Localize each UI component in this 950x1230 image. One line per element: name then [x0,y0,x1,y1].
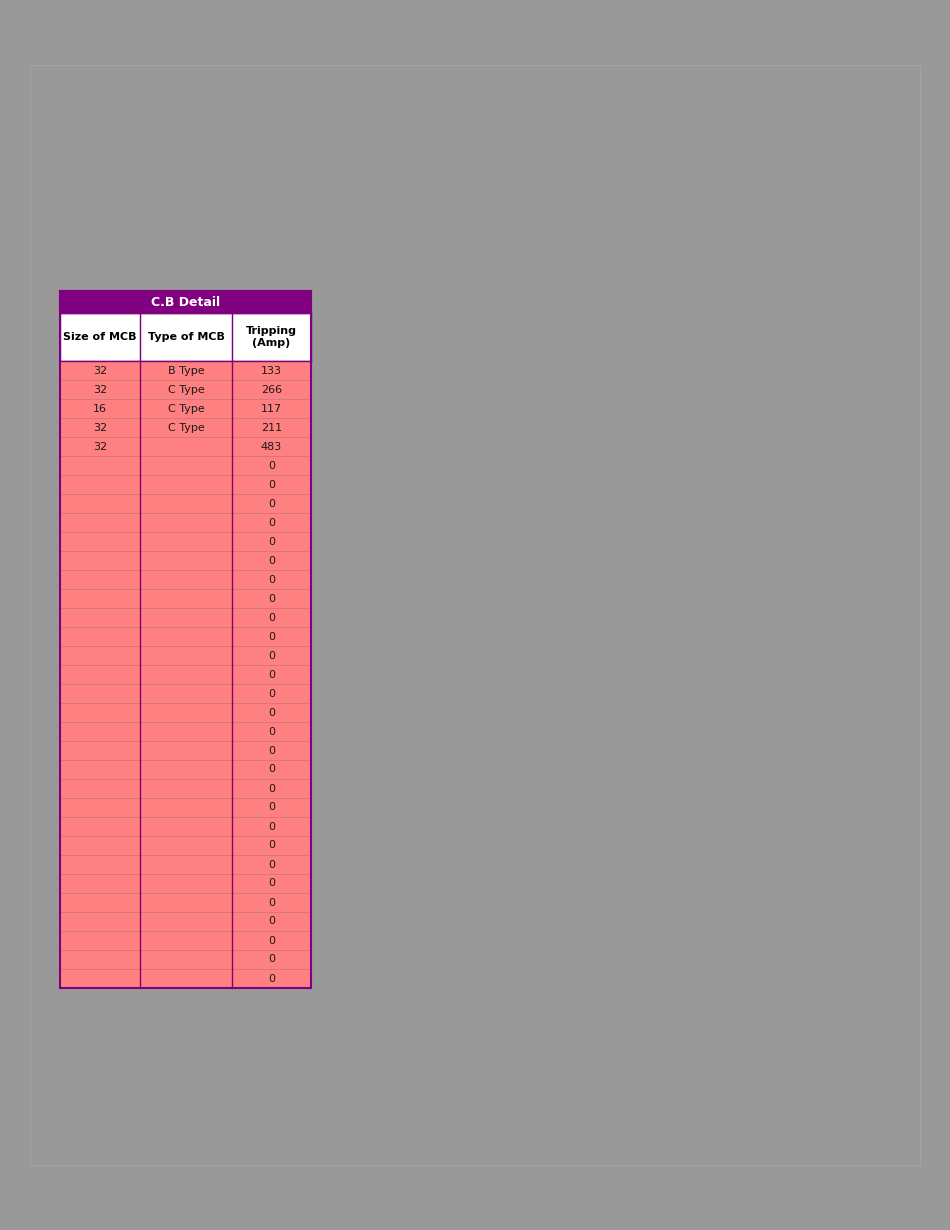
Bar [60,494,311,513]
Bar [60,589,311,608]
Text: 0: 0 [268,669,275,679]
Bar [60,836,311,855]
Text: 0: 0 [268,574,275,584]
Text: 483: 483 [261,442,282,451]
Text: 133: 133 [261,365,282,375]
Text: C Type: C Type [167,385,204,395]
Text: 0: 0 [268,613,275,622]
Bar [60,399,311,418]
Text: 0: 0 [268,822,275,831]
Bar [60,551,311,569]
Text: 32: 32 [93,422,107,433]
Text: 0: 0 [268,651,275,661]
Text: 16: 16 [93,403,107,413]
Text: Tripping
(Amp): Tripping (Amp) [246,326,297,348]
Text: 32: 32 [93,442,107,451]
Bar [60,312,311,360]
Text: Size of MCB: Size of MCB [64,332,137,342]
Text: B Type: B Type [168,365,204,375]
Text: 0: 0 [268,898,275,908]
Bar [60,665,311,684]
Bar [60,779,311,798]
Text: 0: 0 [268,745,275,755]
Bar [60,627,311,646]
Bar [60,380,311,399]
Bar [60,292,311,988]
Bar [60,817,311,836]
Text: 0: 0 [268,878,275,888]
Bar [60,969,311,988]
Bar [60,646,311,665]
Text: 0: 0 [268,973,275,984]
Bar [60,911,311,931]
Text: 0: 0 [268,594,275,604]
Text: 117: 117 [261,403,282,413]
Bar [60,798,311,817]
Bar [60,608,311,627]
Bar [60,950,311,969]
Bar [60,704,311,722]
Text: 0: 0 [268,536,275,546]
Text: 0: 0 [268,556,275,566]
Text: 0: 0 [268,707,275,717]
Text: C Type: C Type [167,422,204,433]
Text: 0: 0 [268,765,275,775]
Bar [30,65,920,1165]
Bar [60,875,311,893]
Bar [60,931,311,950]
Bar [60,475,311,494]
Text: 0: 0 [268,784,275,793]
Text: 0: 0 [268,936,275,946]
Text: 0: 0 [268,954,275,964]
Text: C Type: C Type [167,403,204,413]
Text: Type of MCB: Type of MCB [147,332,224,342]
Bar [60,740,311,760]
Bar [60,569,311,589]
Bar [60,684,311,704]
Text: 0: 0 [268,689,275,699]
Text: 0: 0 [268,480,275,490]
Text: 0: 0 [268,518,275,528]
Text: 0: 0 [268,727,275,737]
Text: 32: 32 [93,365,107,375]
Bar [60,513,311,533]
Text: 0: 0 [268,860,275,870]
Bar [60,360,311,380]
Bar [60,533,311,551]
Text: 0: 0 [268,916,275,926]
Bar [60,456,311,475]
Bar [60,437,311,456]
Text: C.B Detail: C.B Detail [151,295,220,309]
Text: 0: 0 [268,802,275,813]
Text: 211: 211 [261,422,282,433]
Bar [60,760,311,779]
Text: 0: 0 [268,498,275,508]
Text: 32: 32 [93,385,107,395]
Bar [60,855,311,875]
Bar [60,722,311,740]
Bar [60,418,311,437]
Text: 266: 266 [261,385,282,395]
Text: 0: 0 [268,631,275,642]
Bar [60,893,311,911]
Bar [60,292,311,312]
Text: 0: 0 [268,840,275,850]
Text: 0: 0 [268,460,275,471]
